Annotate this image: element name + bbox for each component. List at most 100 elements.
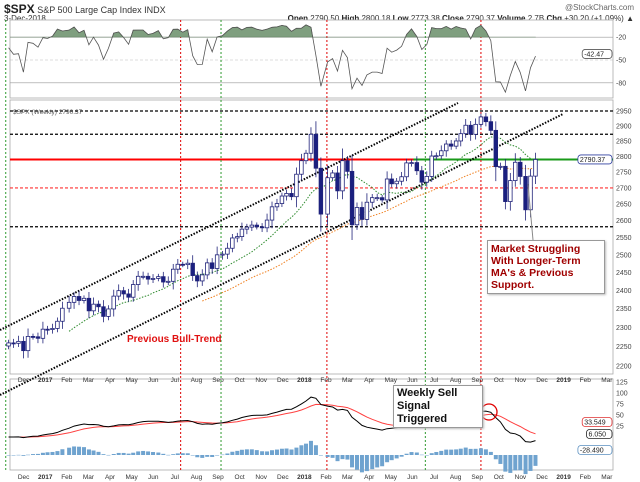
macd-histogram-bar bbox=[370, 455, 375, 470]
candle bbox=[318, 157, 324, 232]
candle bbox=[209, 258, 215, 275]
candle-body bbox=[16, 340, 21, 344]
candle-body bbox=[508, 180, 513, 202]
candle bbox=[11, 338, 16, 348]
candle-body bbox=[25, 336, 31, 352]
macd-histogram-bar bbox=[21, 455, 26, 456]
candle-body bbox=[493, 129, 499, 168]
macd-histogram-bar bbox=[136, 451, 141, 455]
macd-histogram-bar bbox=[354, 455, 359, 470]
candle-body bbox=[244, 226, 250, 230]
signal-value-tag-box bbox=[581, 417, 613, 427]
macd-histogram-bar bbox=[513, 455, 518, 471]
macd-value-tag-box bbox=[586, 429, 613, 439]
volume-value: 2.7B bbox=[527, 14, 545, 23]
candle-body bbox=[45, 328, 50, 331]
candle bbox=[468, 121, 473, 141]
macd-histogram-bar bbox=[220, 454, 225, 456]
x-tick-label: Jun bbox=[148, 474, 159, 481]
macd-histogram-bar bbox=[444, 449, 449, 455]
x-tick-label: Oct bbox=[494, 377, 504, 384]
macd-histogram-bar bbox=[210, 455, 215, 458]
x-tick-label: Jun bbox=[407, 377, 418, 384]
candle bbox=[340, 148, 345, 200]
last-price-tag-box bbox=[577, 154, 613, 165]
williams-line bbox=[8, 24, 536, 94]
macd-histogram-bar bbox=[289, 449, 294, 455]
macd-histogram-bar bbox=[463, 447, 468, 455]
macd-histogram-bar bbox=[409, 452, 414, 455]
candle-body bbox=[96, 303, 101, 308]
candle-body bbox=[230, 237, 235, 249]
y-tick-label: 2500 bbox=[616, 252, 632, 259]
macd-histogram-bar bbox=[171, 454, 176, 455]
candle-body bbox=[439, 150, 444, 157]
candle-body bbox=[384, 178, 390, 201]
macd-value-tag: 6.050 bbox=[589, 432, 607, 439]
candle bbox=[185, 259, 190, 270]
x-tick-label: Nov bbox=[255, 377, 267, 384]
macd-histogram-bar bbox=[50, 451, 55, 455]
candle-body bbox=[345, 160, 350, 172]
macd-histogram-bar bbox=[429, 453, 434, 455]
candle-body bbox=[264, 219, 270, 229]
candle bbox=[493, 121, 499, 182]
candle bbox=[463, 119, 468, 138]
candle-body bbox=[498, 165, 503, 168]
candle-body bbox=[379, 197, 385, 201]
y-tick-label: 2300 bbox=[616, 325, 632, 332]
candle bbox=[503, 158, 508, 210]
macd-histogram-bar bbox=[111, 453, 116, 455]
macd-histogram-bar bbox=[260, 451, 265, 455]
macd-histogram-bar bbox=[439, 450, 444, 455]
macd-histogram-bar bbox=[313, 445, 318, 455]
candle bbox=[330, 169, 335, 181]
x-tick-label: Mar bbox=[83, 377, 95, 384]
candle-body bbox=[463, 124, 468, 135]
y-tick-label: 2800 bbox=[616, 154, 632, 161]
macd-histogram-bar bbox=[35, 453, 40, 455]
candle bbox=[335, 165, 340, 200]
macd-histogram-bar bbox=[533, 455, 538, 466]
macd-histogram-bar bbox=[419, 454, 424, 456]
x-tick-label: Mar bbox=[83, 474, 95, 481]
candle bbox=[140, 271, 146, 280]
low-label: Low bbox=[392, 14, 409, 23]
macd-histogram-bar bbox=[335, 455, 340, 462]
x-tick-label: Jul bbox=[430, 474, 439, 481]
macd-histogram-bar bbox=[161, 453, 166, 455]
macd-histogram-bar bbox=[175, 453, 180, 455]
macd-histogram-bar bbox=[141, 450, 146, 455]
candle-body bbox=[478, 116, 484, 125]
exchange: INDX bbox=[144, 5, 166, 15]
macd-histogram-bar bbox=[523, 455, 528, 475]
macd-histogram-bar bbox=[200, 455, 205, 458]
macd-histogram-bar bbox=[81, 447, 86, 455]
candle-body bbox=[145, 275, 151, 280]
bottom-tick-label: 125 bbox=[616, 380, 628, 387]
candle bbox=[259, 223, 265, 232]
y-tick-label: 2650 bbox=[616, 202, 632, 209]
x-tick-label: Apr bbox=[364, 474, 375, 481]
candle bbox=[16, 335, 21, 348]
chart-date: 3-Dec-2018 bbox=[4, 14, 46, 23]
macd-histogram-bar bbox=[215, 455, 220, 456]
candle bbox=[308, 127, 314, 162]
top-tick-label: -80 bbox=[616, 80, 626, 87]
macd-histogram-bar bbox=[96, 451, 101, 455]
candle-body bbox=[318, 167, 324, 215]
candle-body bbox=[409, 162, 414, 164]
candle-body bbox=[6, 342, 11, 347]
candle bbox=[96, 300, 101, 313]
candle-body bbox=[308, 133, 314, 154]
signal-value-tag: 33.549 bbox=[584, 420, 606, 427]
x-tick-label: Jul bbox=[171, 474, 180, 481]
macd-histogram-bar bbox=[493, 455, 498, 460]
macd-histogram-bar bbox=[375, 455, 380, 468]
candle bbox=[478, 113, 484, 128]
candle-body bbox=[374, 197, 380, 200]
y-tick-label: 2700 bbox=[616, 185, 632, 192]
candle-body bbox=[91, 303, 96, 312]
macd-histogram-bar bbox=[414, 452, 419, 455]
